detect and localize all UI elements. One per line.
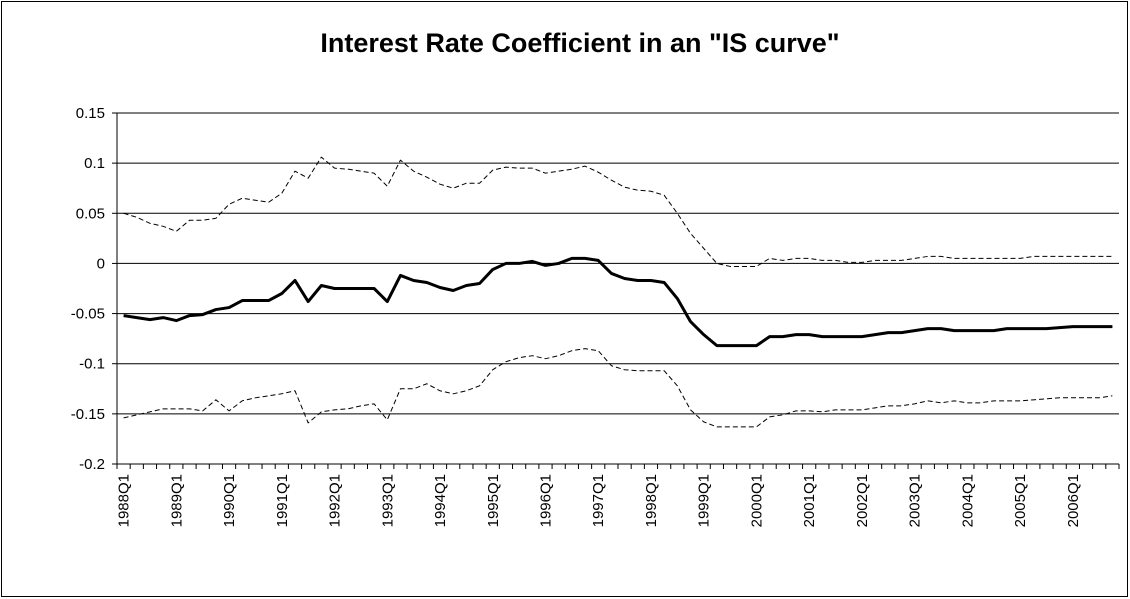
x-tick-label: 2002Q1 [854, 474, 871, 527]
x-tick-label: 1993Q1 [379, 474, 396, 527]
y-tick-label: -0.1 [79, 356, 105, 373]
x-tick-label: 2001Q1 [801, 474, 818, 527]
x-tick-label: 2005Q1 [1012, 474, 1029, 527]
x-tick-label: 1990Q1 [221, 474, 238, 527]
y-tick-label: -0.2 [79, 456, 105, 473]
x-tick-label: 1996Q1 [537, 474, 554, 527]
y-tick-label: 0.15 [76, 105, 105, 122]
x-tick-label: 1995Q1 [485, 474, 502, 527]
x-tick-label: 1998Q1 [643, 474, 660, 527]
estimate-line [123, 256, 1113, 348]
x-tick-label: 2006Q1 [1065, 474, 1082, 527]
x-tick-label: 1988Q1 [116, 474, 133, 527]
y-tick-label: 0 [97, 255, 105, 272]
x-tick-label: 1992Q1 [327, 474, 344, 527]
band-line [123, 348, 1113, 428]
band-line [123, 156, 1113, 267]
y-tick-label: -0.15 [71, 406, 105, 423]
x-tick-label: 1997Q1 [590, 474, 607, 527]
y-tick-label: 0.1 [84, 155, 105, 172]
x-tick-label: 1991Q1 [274, 474, 291, 527]
x-tick-label: 1999Q1 [696, 474, 713, 527]
x-tick-label: 2000Q1 [748, 474, 765, 527]
y-tick-label: 0.05 [76, 205, 105, 222]
x-tick-label: 1994Q1 [432, 474, 449, 527]
x-tick-label: 1989Q1 [168, 474, 185, 527]
x-tick-label: 2004Q1 [959, 474, 976, 527]
x-tick-label: 2003Q1 [907, 474, 924, 527]
chart-title: Interest Rate Coefficient in an "IS curv… [320, 28, 839, 58]
y-tick-label: -0.05 [71, 306, 105, 323]
